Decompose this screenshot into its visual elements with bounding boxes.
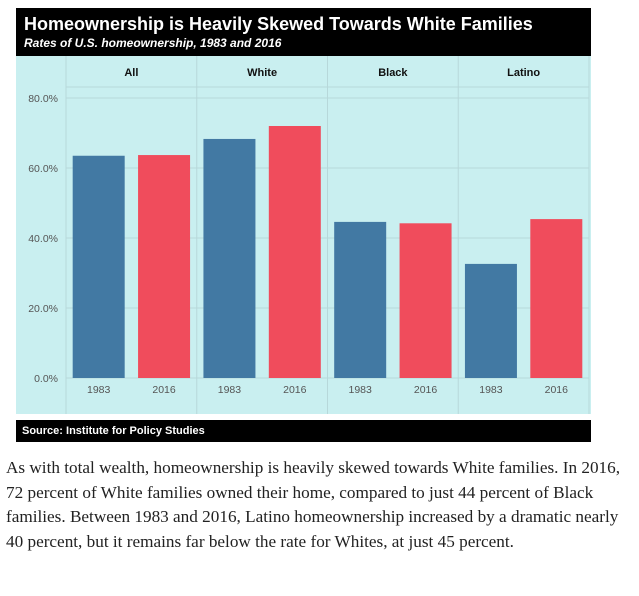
x-tick-label: 1983: [349, 384, 373, 396]
panel-header-latino: Latino: [507, 67, 540, 79]
bar-chart: 0.0% 20.0% 40.0% 60.0% 80.0% All 1983 2016 White…: [28, 56, 590, 414]
x-tick-label: 2016: [414, 384, 438, 396]
chart-subtitle: Rates of U.S. homeownership, 1983 and 20…: [24, 36, 282, 50]
bar-black-1983: [334, 221, 387, 378]
panel-header-all: All: [124, 67, 138, 79]
y-tick-label: 40.0%: [28, 233, 58, 245]
chart-title: Homeownership is Heavily Skewed Towards …: [24, 14, 533, 34]
x-tick-label: 1983: [479, 384, 503, 396]
bar-white-1983: [203, 138, 256, 378]
bar-all-1983: [72, 155, 125, 378]
bar-all-2016: [138, 155, 191, 378]
y-tick-label: 80.0%: [28, 93, 58, 105]
panel-header-black: Black: [378, 67, 408, 79]
caption-paragraph: As with total wealth, homeownership is h…: [6, 458, 621, 551]
x-tick-label: 2016: [545, 384, 569, 396]
source-text: Source: Institute for Policy Studies: [22, 425, 205, 437]
y-tick-label: 60.0%: [28, 163, 58, 175]
source-bar: Source: Institute for Policy Studies: [16, 420, 591, 442]
chart-area: 0.0% 20.0% 40.0% 60.0% 80.0% All 1983 2016 White…: [16, 56, 591, 414]
x-tick-label: 2016: [283, 384, 307, 396]
x-tick-label: 1983: [218, 384, 242, 396]
bar-latino-2016: [530, 219, 583, 378]
x-tick-label: 2016: [152, 384, 176, 396]
bar-black-2016: [399, 223, 452, 378]
panel-header-white: White: [247, 67, 277, 79]
y-tick-label: 0.0%: [34, 373, 58, 385]
bar-latino-1983: [464, 263, 517, 378]
y-tick-label: 20.0%: [28, 303, 58, 315]
x-tick-label: 1983: [87, 384, 111, 396]
chart-header: Homeownership is Heavily Skewed Towards …: [16, 8, 591, 56]
bar-white-2016: [268, 126, 321, 378]
